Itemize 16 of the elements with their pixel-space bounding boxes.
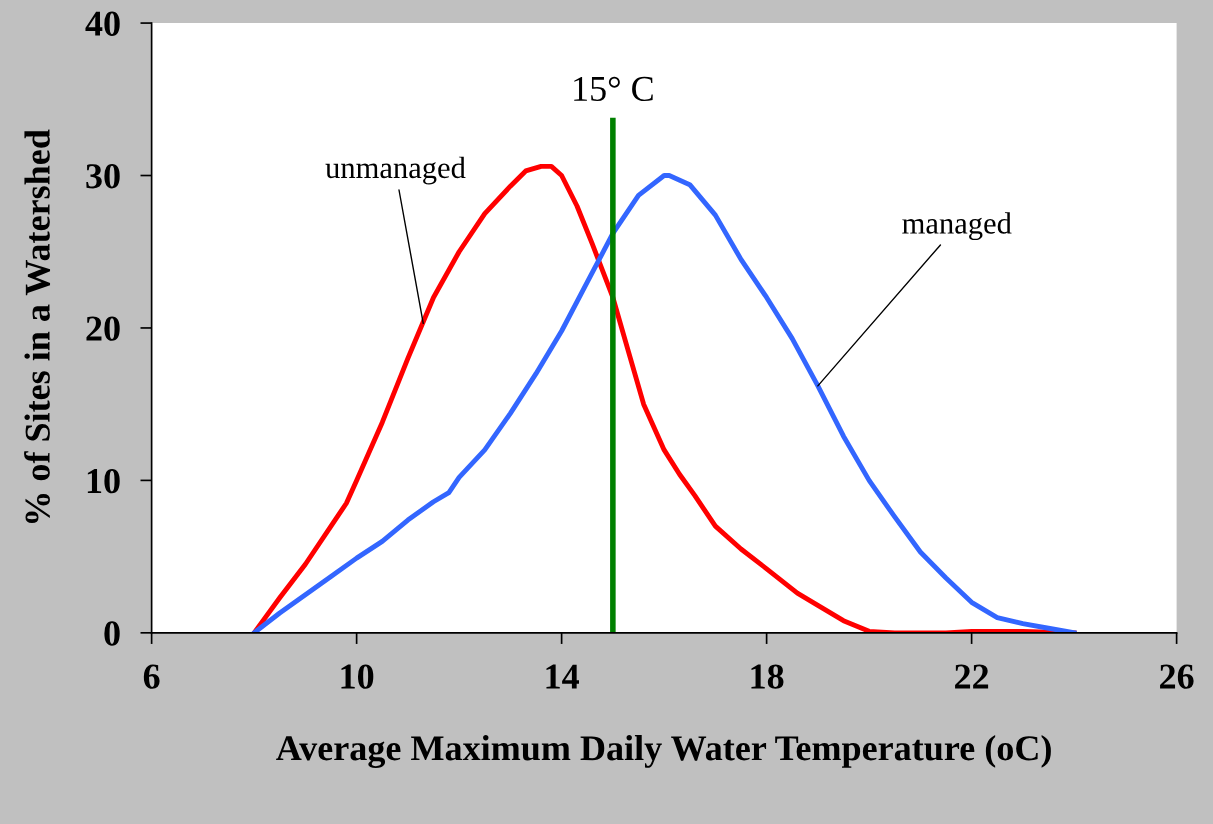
x-tick-label: 6 xyxy=(143,664,160,689)
y-tick-label: 30 xyxy=(86,164,120,189)
ref-line-label: 15° C xyxy=(574,76,653,102)
annotation: unmanaged xyxy=(325,156,466,185)
x-tick-label: 26 xyxy=(1160,664,1194,689)
x-tick-label: 14 xyxy=(546,664,579,689)
y-tick-label: 20 xyxy=(86,316,120,341)
annotation: managed xyxy=(902,212,1012,241)
y-tick-label: 0 xyxy=(104,621,120,646)
x-tick-label: 22 xyxy=(955,664,989,689)
x-tick-label: 18 xyxy=(751,664,784,689)
y-tick-label: 10 xyxy=(87,468,120,494)
y-tick-label: 40 xyxy=(85,11,120,36)
x-axis-title: Average Maximum Daily Water Temperature (oC) xyxy=(276,735,1051,769)
x-tick-label: 10 xyxy=(341,664,374,689)
y-axis-title: % of Sites in a Watershed xyxy=(24,129,51,524)
